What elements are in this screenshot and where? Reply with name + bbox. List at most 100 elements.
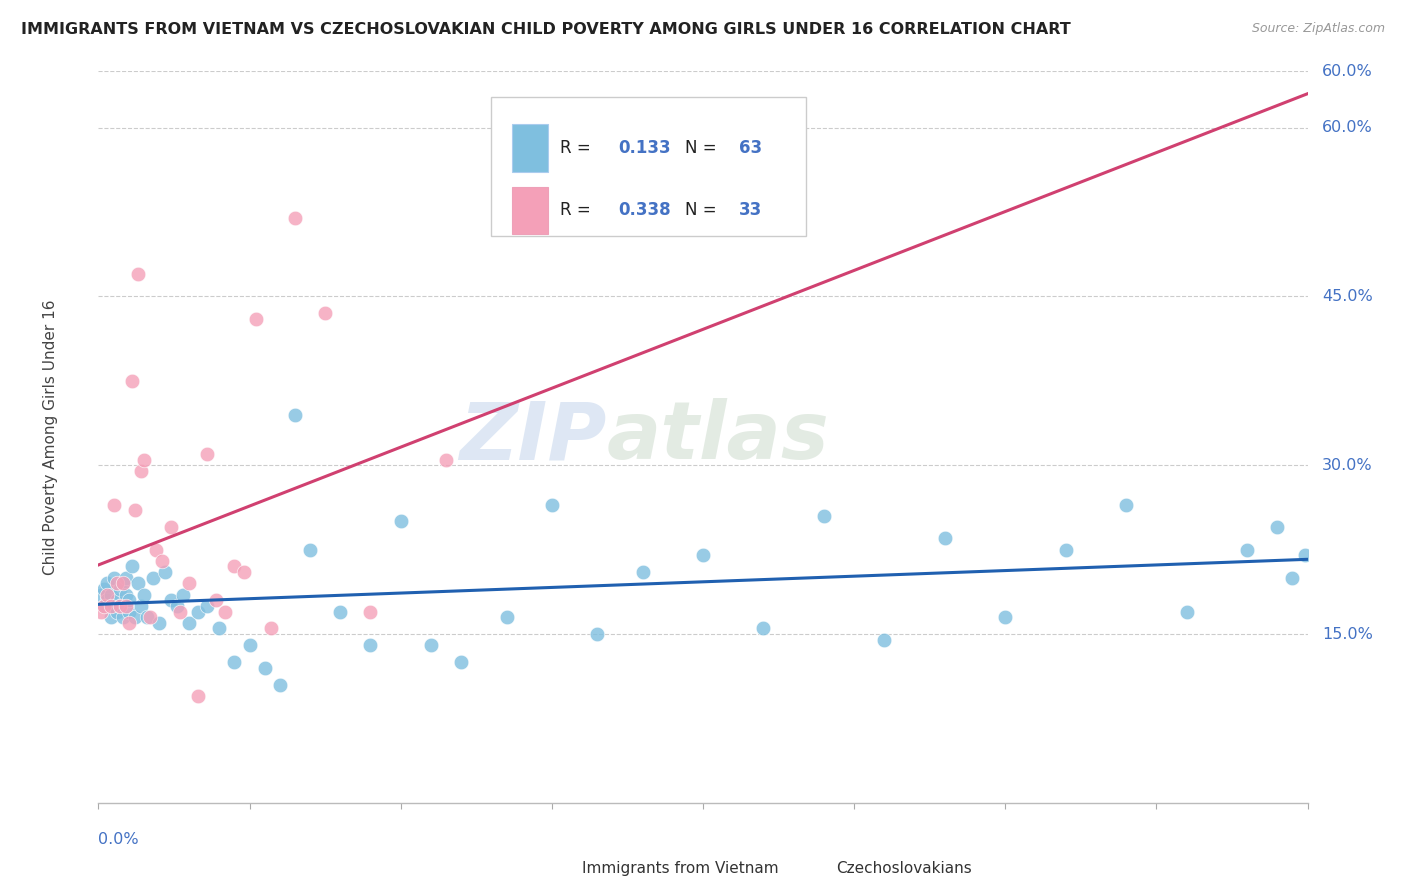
Point xyxy=(108,599,131,613)
Point xyxy=(260,621,283,635)
Text: Immigrants from Vietnam: Immigrants from Vietnam xyxy=(582,861,779,876)
Text: 33: 33 xyxy=(740,202,762,219)
Point xyxy=(214,605,236,619)
Point xyxy=(96,576,118,591)
Point xyxy=(124,503,146,517)
Point xyxy=(100,588,122,602)
Point xyxy=(90,588,112,602)
Point xyxy=(114,599,136,613)
Point xyxy=(118,593,141,607)
Point xyxy=(105,593,128,607)
Text: 63: 63 xyxy=(740,139,762,157)
FancyBboxPatch shape xyxy=(512,186,548,234)
Point xyxy=(127,267,149,281)
Point xyxy=(284,211,307,225)
Point xyxy=(329,605,352,619)
Point xyxy=(540,498,562,512)
Point xyxy=(108,582,131,596)
FancyBboxPatch shape xyxy=(787,854,828,883)
FancyBboxPatch shape xyxy=(492,97,806,235)
Text: ZIP: ZIP xyxy=(458,398,606,476)
Point xyxy=(150,554,173,568)
Point xyxy=(253,661,276,675)
Text: IMMIGRANTS FROM VIETNAM VS CZECHOSLOVAKIAN CHILD POVERTY AMONG GIRLS UNDER 16 CO: IMMIGRANTS FROM VIETNAM VS CZECHOSLOVAKI… xyxy=(21,22,1071,37)
Text: atlas: atlas xyxy=(606,398,830,476)
Point xyxy=(934,532,956,546)
Point xyxy=(195,599,218,613)
Point xyxy=(103,571,125,585)
Point xyxy=(160,520,183,534)
Point xyxy=(179,576,201,591)
Point xyxy=(208,621,231,635)
Text: 0.0%: 0.0% xyxy=(98,832,139,847)
Point xyxy=(1281,571,1303,585)
FancyBboxPatch shape xyxy=(534,854,574,883)
Point xyxy=(360,638,382,652)
Point xyxy=(129,599,152,613)
Point xyxy=(100,610,122,624)
Point xyxy=(114,571,136,585)
Text: N =: N = xyxy=(685,139,721,157)
Point xyxy=(118,615,141,630)
Point xyxy=(93,599,115,613)
Point xyxy=(139,610,162,624)
Point xyxy=(93,599,115,613)
Point xyxy=(145,542,167,557)
Point xyxy=(420,638,443,652)
Point xyxy=(586,627,609,641)
Point xyxy=(127,576,149,591)
Text: Source: ZipAtlas.com: Source: ZipAtlas.com xyxy=(1251,22,1385,36)
Point xyxy=(148,615,170,630)
Point xyxy=(93,582,115,596)
Point xyxy=(299,542,322,557)
Point xyxy=(166,599,188,613)
Point xyxy=(96,593,118,607)
Point xyxy=(132,588,155,602)
Point xyxy=(873,632,896,647)
Text: 45.0%: 45.0% xyxy=(1322,289,1372,304)
Point xyxy=(205,593,228,607)
Point xyxy=(195,447,218,461)
Point xyxy=(1054,542,1077,557)
Point xyxy=(450,655,472,669)
Point xyxy=(1294,548,1316,562)
Point xyxy=(187,605,209,619)
Point xyxy=(124,610,146,624)
Point xyxy=(692,548,714,562)
Point xyxy=(1175,605,1198,619)
Point xyxy=(121,374,143,388)
Point xyxy=(111,576,134,591)
Point xyxy=(314,306,336,320)
Point xyxy=(224,655,246,669)
Point xyxy=(100,599,122,613)
Text: N =: N = xyxy=(685,202,721,219)
Point xyxy=(153,565,176,579)
Point xyxy=(142,571,165,585)
Point xyxy=(129,464,152,478)
Text: R =: R = xyxy=(561,139,596,157)
Point xyxy=(160,593,183,607)
Point xyxy=(114,588,136,602)
Point xyxy=(813,508,835,523)
Point xyxy=(169,605,191,619)
Point xyxy=(135,610,157,624)
Point xyxy=(360,605,382,619)
Point xyxy=(389,515,412,529)
Point xyxy=(1267,520,1289,534)
Text: 0.338: 0.338 xyxy=(619,202,671,219)
Point xyxy=(132,452,155,467)
Point xyxy=(90,605,112,619)
Point xyxy=(495,610,517,624)
Text: Child Poverty Among Girls Under 16: Child Poverty Among Girls Under 16 xyxy=(42,300,58,574)
Point xyxy=(111,576,134,591)
Point xyxy=(118,605,141,619)
FancyBboxPatch shape xyxy=(512,124,548,172)
Point xyxy=(245,312,267,326)
Point xyxy=(103,599,125,613)
Point xyxy=(284,408,307,422)
Text: 15.0%: 15.0% xyxy=(1322,626,1374,641)
Point xyxy=(434,452,457,467)
Text: 30.0%: 30.0% xyxy=(1322,458,1372,473)
Text: 60.0%: 60.0% xyxy=(1322,120,1372,135)
Point xyxy=(121,559,143,574)
